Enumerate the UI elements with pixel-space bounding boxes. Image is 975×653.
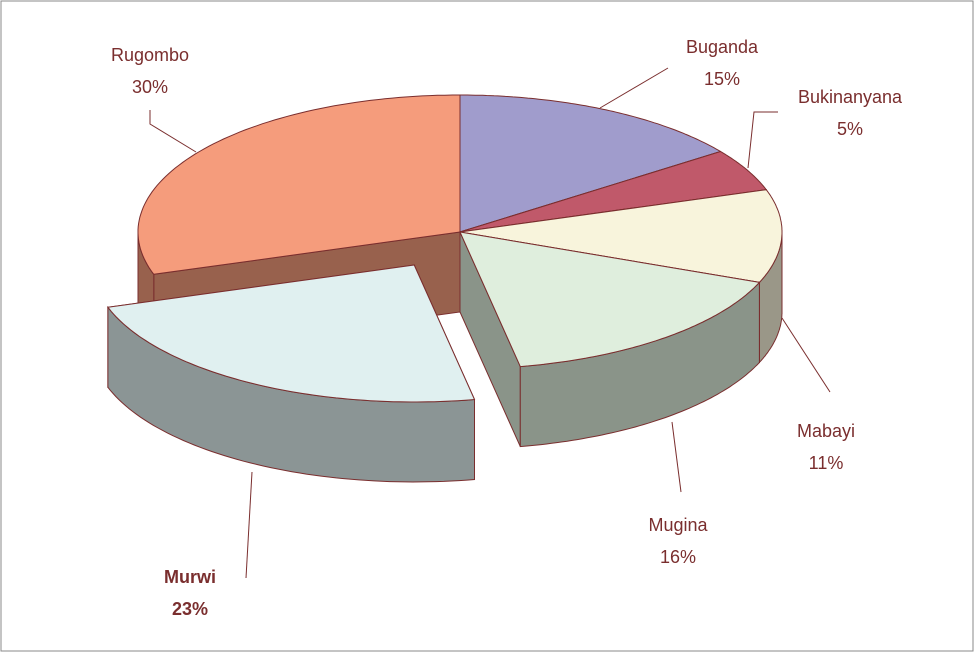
slice-top (459, 94, 722, 233)
leader-line (747, 111, 778, 169)
slice-top (459, 150, 768, 233)
data-label-value: 30% (132, 77, 168, 97)
data-label-name: Mugina (648, 515, 708, 535)
leader-line (599, 67, 669, 109)
leader-line (245, 471, 253, 579)
data-label-name: Buganda (686, 37, 759, 57)
data-label-name: Murwi (164, 567, 216, 587)
data-label-value: 5% (837, 119, 863, 139)
data-label-name: Mabayi (797, 421, 855, 441)
data-label-name: Rugombo (111, 45, 189, 65)
slice-top (106, 264, 476, 403)
slice-top (459, 231, 761, 368)
slice (106, 264, 476, 483)
leader-line (781, 317, 831, 393)
slice-top (459, 189, 783, 283)
data-label-value: 15% (704, 69, 740, 89)
data-label-value: 11% (809, 453, 844, 473)
data-label-value: 23% (172, 599, 208, 619)
leader-line (671, 421, 682, 493)
slice-top (137, 94, 461, 275)
data-label-value: 16% (660, 547, 696, 567)
slice (459, 231, 761, 448)
data-label-name: Bukinanyana (798, 87, 903, 107)
leader-line (149, 110, 197, 153)
